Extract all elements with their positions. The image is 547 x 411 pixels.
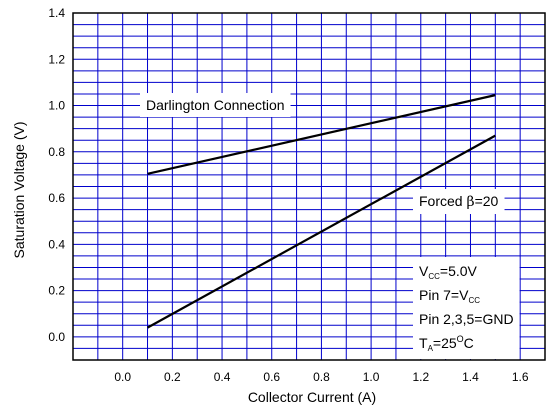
series-lines	[146, 94, 496, 329]
x-tick-label: 1.2	[412, 370, 429, 384]
darlington-label-bg	[140, 93, 291, 117]
x-tick-label: 0.2	[164, 370, 181, 384]
ta-label: TA=25OC	[419, 334, 474, 353]
x-tick-label: 0.4	[214, 370, 231, 384]
vcc-label: VCC=5.0V	[419, 263, 478, 281]
conditions-box: VCC=5.0V Pin 7=VCC Pin 2,3,5=GND TA=25OC	[419, 263, 514, 353]
x-axis-label: Collector Current (A)	[248, 389, 376, 405]
forced-label-bg	[413, 189, 505, 214]
x-tick-label: 1.6	[512, 370, 529, 384]
forced-beta-label: Forced β=20	[419, 193, 499, 210]
y-tick-label: 1.2	[48, 52, 65, 66]
x-tick-label: 1.4	[462, 370, 479, 384]
darlington-label: Darlington Connection	[146, 97, 285, 113]
y-tick-label: 1.0	[48, 99, 65, 113]
y-tick-label: 0.6	[48, 191, 65, 205]
series-line	[147, 94, 496, 175]
tick-labels: 0.0 0.2 0.4 0.6 0.8 1.0 1.2 1.4 1.6 0.0 0.2 0.4 0.6 0…	[48, 6, 529, 384]
plot-frame	[72, 12, 546, 361]
pin7-label: Pin 7=VCC	[419, 287, 480, 305]
series-line	[146, 134, 496, 329]
x-tick-label: 0.6	[263, 370, 280, 384]
y-tick-label: 0.8	[48, 145, 65, 159]
x-tick-label: 0.0	[114, 370, 131, 384]
x-tick-label: 1.0	[363, 370, 380, 384]
y-axis-label: Saturation Voltage (V)	[11, 122, 27, 259]
y-tick-label: 0.0	[48, 330, 65, 344]
y-tick-label: 0.2	[48, 284, 65, 298]
y-tick-label: 1.4	[48, 6, 65, 20]
x-tick-label: 0.8	[313, 370, 330, 384]
conditions-box-bg	[413, 257, 520, 359]
y-tick-label: 0.4	[48, 237, 65, 251]
pins-gnd-label: Pin 2,3,5=GND	[419, 311, 514, 327]
